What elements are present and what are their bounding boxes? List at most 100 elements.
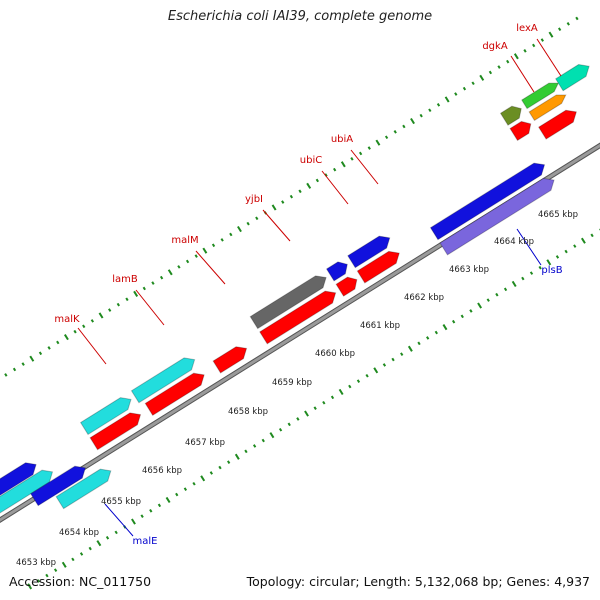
inner-tick [590, 233, 594, 238]
gene-callout-line [262, 209, 291, 242]
outer-tick [220, 238, 224, 242]
outer-tick [271, 204, 277, 211]
outer-tick [73, 329, 77, 334]
outer-tick [82, 324, 86, 329]
yjbI-gene [249, 275, 327, 330]
inner-tick [477, 302, 483, 309]
inner-tick [407, 345, 413, 352]
inner-tick [442, 324, 448, 331]
scale-label: 4659 kbp [272, 378, 312, 388]
inner-tick [330, 395, 335, 400]
outer-blue-gene [0, 462, 37, 496]
inner-tick [261, 438, 265, 443]
inner-tick [338, 388, 344, 396]
scale-label: 4663 kbp [449, 265, 489, 275]
rna-callout-line [104, 503, 134, 537]
outer-tick [298, 189, 302, 194]
outer-tick [98, 312, 104, 319]
lamB-cds [144, 372, 205, 416]
inner-tick [227, 460, 231, 464]
inner-tick [400, 352, 404, 356]
gene-label-lamB: lamB [112, 274, 138, 285]
scale-label: 4660 kbp [315, 349, 355, 359]
gene-label-yjbI: yjbI [245, 194, 263, 205]
outer-tick [194, 254, 198, 258]
gene-callout-line [321, 170, 349, 205]
outer-tick [255, 216, 259, 221]
gene-callout-line [350, 149, 379, 185]
scale-label: 4664 kbp [494, 237, 534, 247]
inner-tick [79, 552, 84, 556]
inner-tick [88, 546, 92, 551]
map-title: Escherichia coli IAI39, complete genome [167, 9, 433, 24]
outer-tick [108, 308, 112, 312]
outer-tick [21, 362, 25, 366]
outer-tick [246, 221, 250, 226]
scale-label: 4656 kbp [142, 466, 182, 476]
yjbI-cds [259, 290, 337, 345]
outer-tick [159, 275, 164, 280]
inner-tick [105, 535, 110, 540]
ubiA-gene [347, 235, 391, 269]
outer-tick [479, 74, 485, 81]
inner-tick [460, 314, 464, 319]
inner-tick [192, 481, 196, 486]
outer-tick [306, 182, 312, 189]
outer-tick [350, 157, 354, 161]
outer-tick-track [4, 16, 579, 377]
outer-tick [532, 43, 536, 48]
outer-tick [29, 355, 35, 362]
gene-label-ubiA: ubiA [331, 134, 353, 145]
outer-tick [324, 173, 328, 177]
inner-tick [36, 579, 40, 583]
outer-tick [38, 351, 43, 356]
feature-track [0, 64, 590, 514]
lamB-gene [130, 357, 196, 404]
inner-tick [503, 287, 508, 292]
gene-label-malK: malK [54, 314, 80, 325]
inner-tick [573, 244, 577, 248]
inner-tick [391, 357, 395, 362]
outer-tick [125, 297, 129, 302]
inner-tick [165, 496, 171, 504]
outer-tick [375, 139, 381, 146]
teal-gene [555, 64, 590, 92]
malK-cds [89, 412, 142, 451]
outer-tick [393, 130, 397, 134]
inner-tick [71, 557, 75, 562]
gene-callout-line [195, 250, 226, 285]
inner-tick [244, 449, 248, 454]
inner-tick [417, 341, 421, 346]
plsB-rna [439, 177, 555, 256]
outer-tick [237, 225, 242, 233]
outer-tick [177, 265, 181, 269]
outer-tick [151, 281, 155, 285]
inner-tick [469, 309, 473, 313]
outer-tick [523, 49, 527, 53]
inner-tick [538, 265, 542, 270]
gene-callout-line [536, 38, 562, 77]
inner-tick [382, 363, 387, 367]
outer-tick [142, 286, 146, 291]
inner-tick [53, 568, 58, 572]
inner-tick [495, 292, 499, 297]
genome-summary-text: Topology: circular; Length: 5,132,068 bp… [246, 574, 590, 589]
scale-label: 4653 kbp [16, 558, 56, 568]
inner-tick [218, 465, 222, 470]
inner-tick [287, 422, 291, 427]
outer-tick [506, 59, 510, 64]
inner-tick [157, 503, 162, 508]
gene-label-lexA: lexA [516, 23, 538, 34]
outer-tick [289, 194, 294, 199]
inner-tick [140, 514, 144, 518]
inner-tick [486, 298, 490, 302]
scale-label: 4661 kbp [360, 321, 400, 331]
ubiC-gene [325, 261, 348, 282]
outer-tick [63, 334, 69, 341]
outer-tick [167, 269, 173, 276]
inner-tick [27, 583, 33, 590]
inner-tick [313, 406, 317, 410]
inner-tick [61, 561, 67, 568]
ubiA-cds [356, 250, 400, 284]
